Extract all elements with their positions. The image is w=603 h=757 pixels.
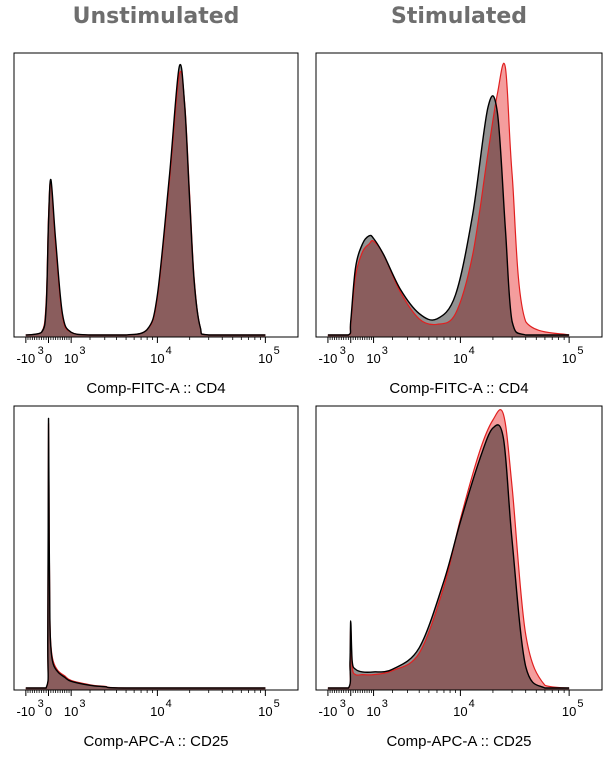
series-b-area (25, 71, 266, 337)
tick-label-exponent: 4 (166, 698, 172, 710)
overlap-area (327, 424, 570, 690)
overlap-area (327, 109, 570, 337)
tick-label-exponent: 3 (382, 698, 388, 710)
tick-label-exponent: 3 (382, 345, 388, 357)
tick-label-exponent: 3 (340, 698, 346, 710)
x-axis-label: Comp-FITC-A :: CD4 (389, 380, 528, 397)
series-a-area (25, 64, 266, 337)
tick-label-exponent: 3 (38, 698, 44, 710)
tick-label: 10 (64, 704, 78, 719)
tick-label-exponent: 3 (340, 345, 346, 357)
tick-label: 10 (366, 351, 380, 366)
panel-frame (13, 52, 299, 338)
tick-label: -10 (16, 351, 35, 366)
series-a-area (25, 418, 266, 690)
overlap-area (25, 72, 266, 337)
tick-label: 0 (347, 351, 354, 366)
tick-label-exponent: 3 (38, 345, 44, 357)
column-title-stimulated: Stimulated (390, 4, 528, 29)
tick-label-exponent: 5 (577, 698, 583, 710)
series-a-line (327, 424, 570, 689)
tick-label: -10 (319, 704, 338, 719)
tick-label: 10 (366, 704, 380, 719)
tick-label: 10 (562, 351, 576, 366)
tick-label-exponent: 5 (274, 698, 280, 710)
x-axis-label: Comp-APC-A :: CD25 (83, 733, 228, 750)
tick-label-exponent: 5 (274, 345, 280, 357)
tick-label: 10 (64, 351, 78, 366)
tick-label: 10 (150, 351, 164, 366)
tick-label: 10 (453, 704, 467, 719)
tick-label-exponent: 4 (469, 345, 475, 357)
tick-label: 0 (45, 351, 52, 366)
tick-label: -10 (319, 351, 338, 366)
column-title-unstimulated: Unstimulated (72, 4, 240, 29)
tick-label: 10 (453, 351, 467, 366)
tick-label-exponent: 5 (577, 345, 583, 357)
series-a-line (25, 417, 266, 689)
panel-frame (315, 52, 603, 338)
series-b-area (25, 423, 266, 690)
x-axis-label: Comp-APC-A :: CD25 (386, 733, 531, 750)
panel-frame (13, 405, 299, 691)
series-a-line (25, 63, 266, 336)
tick-label-exponent: 4 (166, 345, 172, 357)
tick-label: 10 (150, 704, 164, 719)
overlap-area (25, 423, 266, 690)
series-b-line (327, 62, 570, 336)
series-b-line (25, 70, 266, 336)
tick-label: 0 (45, 704, 52, 719)
tick-label: -10 (16, 704, 35, 719)
tick-label: 0 (347, 704, 354, 719)
tick-label: 10 (258, 351, 272, 366)
tick-label: 10 (258, 704, 272, 719)
x-axis-label: Comp-FITC-A :: CD4 (86, 380, 225, 397)
series-b-line (25, 422, 266, 689)
series-a-line (327, 95, 570, 336)
tick-label-exponent: 4 (469, 698, 475, 710)
panel-frame (315, 405, 603, 691)
tick-label-exponent: 3 (79, 345, 85, 357)
tick-label-exponent: 3 (79, 698, 85, 710)
tick-label: 10 (562, 704, 576, 719)
